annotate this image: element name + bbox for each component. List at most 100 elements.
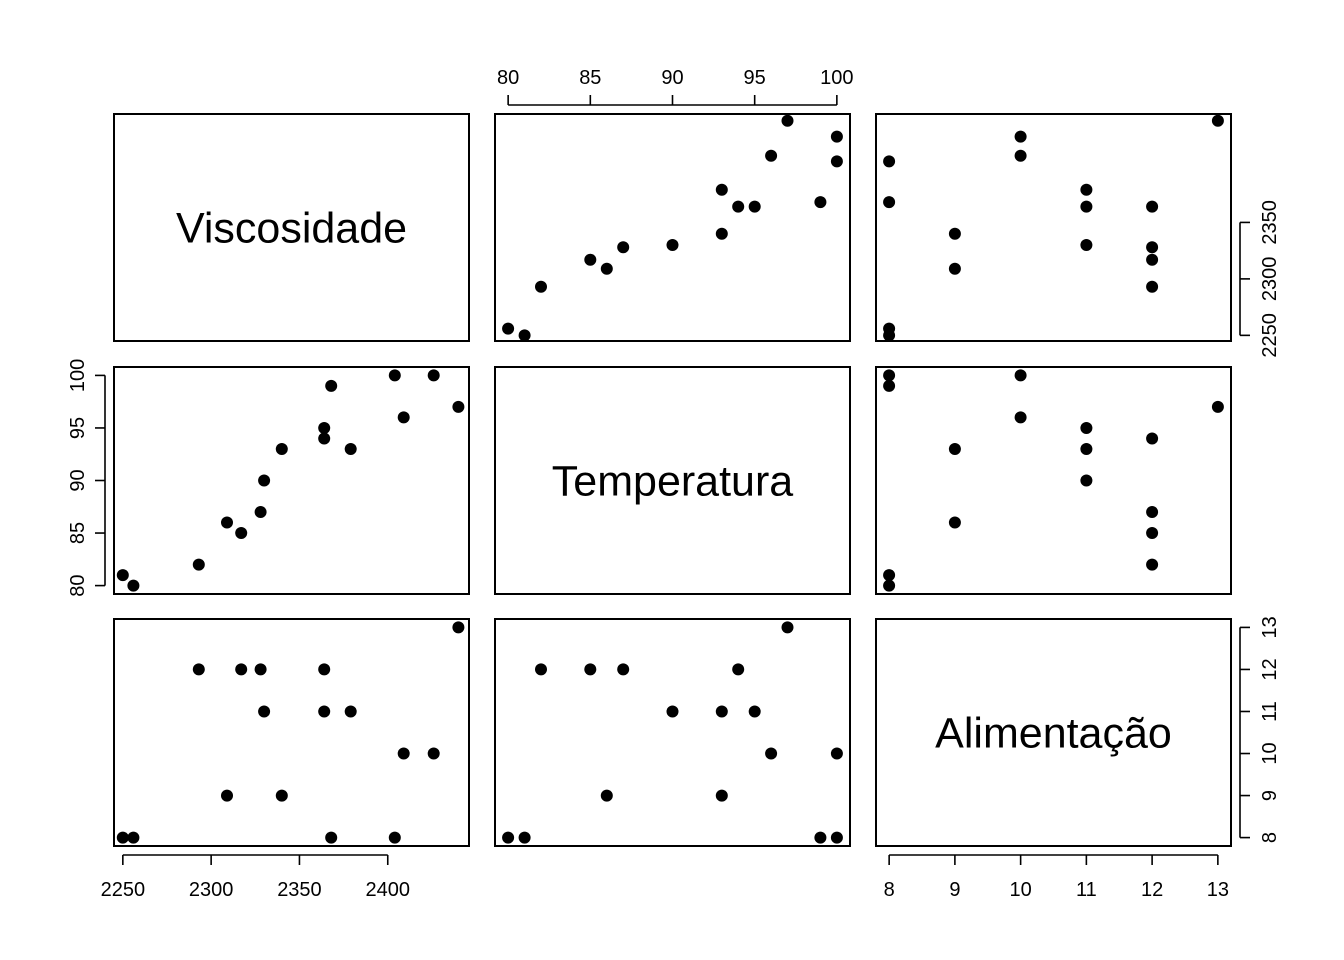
x-tick-label: 85 <box>579 67 601 89</box>
data-point <box>1080 474 1093 487</box>
x-tick-label: 9 <box>949 879 960 901</box>
data-point <box>254 506 267 518</box>
panel-viscosidade-label: Viscosidade <box>113 113 470 342</box>
data-point <box>1146 280 1159 293</box>
data-point <box>127 831 140 844</box>
data-point <box>617 663 630 676</box>
data-point <box>584 253 597 266</box>
data-point <box>666 239 679 251</box>
x-tick-label: 80 <box>497 67 519 89</box>
data-point <box>452 621 465 634</box>
panel-frame <box>875 366 1232 595</box>
panel-frame <box>494 366 851 595</box>
panel-alimentacao-vs-temperatura <box>494 618 851 847</box>
panel-viscosidade-vs-temperatura <box>494 113 851 342</box>
data-point <box>600 789 613 802</box>
data-point <box>715 789 728 802</box>
x-tick-label: 2250 <box>101 879 146 901</box>
data-point <box>221 516 233 529</box>
x-tick-label: 2400 <box>366 879 411 901</box>
panel-frame <box>494 113 851 342</box>
data-point <box>318 422 331 434</box>
panel-frame <box>113 618 470 847</box>
data-point <box>748 200 761 213</box>
data-point <box>814 831 827 844</box>
data-point <box>275 789 288 802</box>
x-tick-label: 12 <box>1141 879 1163 901</box>
data-point <box>948 227 961 240</box>
y-tick-label: 85 <box>67 522 89 544</box>
data-point <box>948 262 961 275</box>
y-tick-label: 2300 <box>1259 257 1281 302</box>
data-point <box>748 705 761 718</box>
data-point <box>1211 400 1224 413</box>
panel-frame <box>875 113 1232 342</box>
data-point <box>715 183 728 196</box>
data-point <box>1080 422 1093 434</box>
data-point <box>715 705 728 718</box>
data-point <box>1146 558 1159 571</box>
panel-temperatura-vs-viscosidade <box>113 366 470 595</box>
panel-alimentacao-vs-viscosidade <box>113 618 470 847</box>
data-point <box>1211 114 1224 127</box>
x-axis-alimentacao: 8 9 10 11 12 13 <box>884 854 1229 901</box>
data-point <box>883 196 896 209</box>
x-tick-label: 10 <box>1010 879 1032 901</box>
y-axis-viscosidade: 2250 2300 2350 <box>1239 200 1281 358</box>
data-point <box>600 262 613 275</box>
data-point <box>765 149 778 162</box>
variable-name-alimentacao: Alimentação <box>935 710 1172 758</box>
x-tick-label: 13 <box>1207 879 1229 901</box>
data-point <box>584 663 597 676</box>
data-point <box>192 558 205 571</box>
data-point <box>883 569 896 582</box>
data-point <box>275 443 288 455</box>
data-point <box>781 621 794 634</box>
y-tick-label: 80 <box>67 574 89 596</box>
y-tick-label: 12 <box>1259 658 1281 680</box>
data-point <box>830 155 843 168</box>
x-axis-viscosidade: 2250 2300 2350 2400 <box>101 854 411 901</box>
y-tick-label: 2250 <box>1259 313 1281 358</box>
y-tick-label: 10 <box>1259 742 1281 764</box>
data-point <box>116 831 129 844</box>
x-tick-label: 2350 <box>277 879 322 901</box>
x-tick-label: 2300 <box>189 879 234 901</box>
data-point <box>325 831 338 844</box>
data-point <box>502 831 515 844</box>
data-point <box>1146 200 1159 213</box>
data-point <box>1080 443 1093 455</box>
y-tick-label: 95 <box>67 417 89 439</box>
y-tick-label: 2350 <box>1259 200 1281 245</box>
data-point <box>127 579 140 592</box>
data-point <box>535 663 547 676</box>
data-point <box>883 155 896 168</box>
data-point <box>1080 239 1093 251</box>
data-point <box>617 241 630 254</box>
data-point <box>221 789 233 802</box>
x-tick-label: 8 <box>884 879 895 901</box>
data-point <box>388 369 401 382</box>
data-point <box>1014 149 1027 162</box>
y-tick-label: 90 <box>67 469 89 491</box>
data-point <box>1014 411 1027 424</box>
data-point <box>518 831 531 844</box>
data-point <box>502 322 515 335</box>
data-point <box>397 411 410 424</box>
data-point <box>1080 183 1093 196</box>
data-point <box>192 663 205 676</box>
data-point <box>883 329 896 342</box>
data-point <box>344 705 357 718</box>
data-point <box>732 200 745 213</box>
data-point <box>1014 369 1027 382</box>
data-point <box>1080 200 1093 213</box>
data-point <box>1146 253 1159 266</box>
data-point <box>883 379 896 392</box>
data-point <box>518 329 531 342</box>
data-point <box>830 831 843 844</box>
data-point <box>388 831 401 844</box>
data-point <box>258 474 271 487</box>
variable-name-viscosidade: Viscosidade <box>176 205 407 253</box>
y-axis-alimentacao: 8 9 10 11 12 13 <box>1239 616 1281 843</box>
